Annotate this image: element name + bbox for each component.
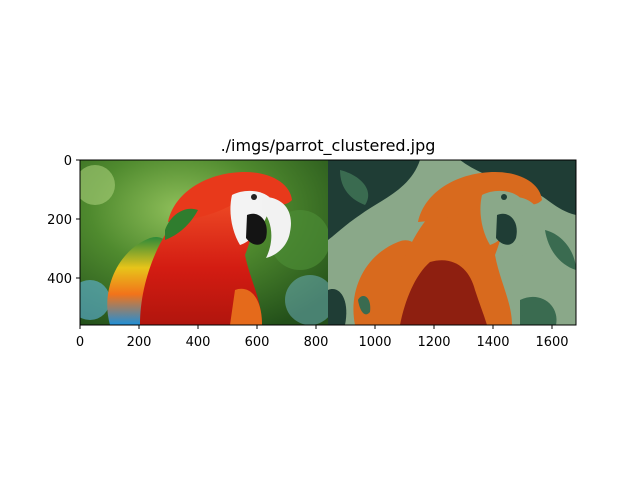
x-tick-label: 800	[304, 335, 329, 350]
y-tick-label: 0	[64, 154, 72, 169]
original-parrot-photo	[80, 160, 328, 325]
x-tick-label: 0	[76, 335, 84, 350]
clustered-parrot-image	[328, 160, 576, 325]
y-tick-label: 400	[47, 272, 72, 287]
x-tick-label: 1400	[476, 335, 509, 350]
x-tick-label: 1000	[358, 335, 391, 350]
x-tick-label: 200	[127, 335, 152, 350]
axes-frame	[79, 159, 577, 326]
x-tick-label: 600	[245, 335, 270, 350]
x-tick-label: 1200	[417, 335, 450, 350]
x-axis: 0 200 400 600 800 1000 1200 1400 1600	[76, 325, 569, 350]
figure-title: ./imgs/parrot_clustered.jpg	[220, 136, 436, 155]
x-tick-label: 400	[186, 335, 211, 350]
y-axis: 0 200 400	[47, 154, 80, 287]
y-tick-label: 200	[47, 213, 72, 228]
x-tick-label: 1600	[535, 335, 568, 350]
